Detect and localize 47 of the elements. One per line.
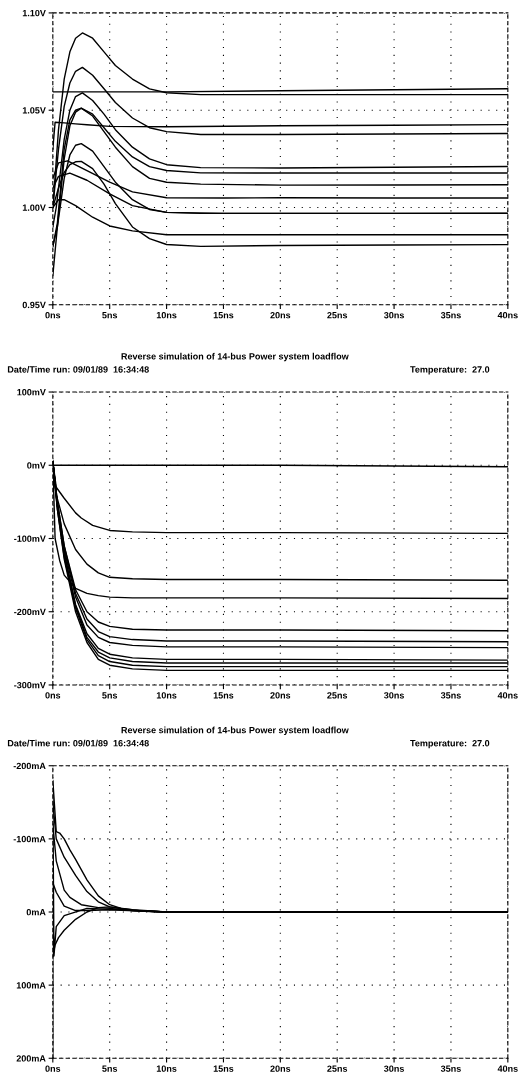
x-tick-label: 15ns xyxy=(213,692,234,699)
y-tick-label: -100mV xyxy=(14,535,46,542)
x-tick-label: 0ns xyxy=(45,311,61,319)
chart-title: Reverse simulation of 14-bus Power system loadflow xyxy=(121,352,349,362)
y-tick-label: -200mA xyxy=(13,762,46,770)
x-tick-label: 35ns xyxy=(440,1065,461,1072)
y-tick-label: 0mA xyxy=(26,908,46,916)
x-tick-label: 10ns xyxy=(156,1065,177,1072)
x-tick-label: 10ns xyxy=(156,692,177,699)
x-tick-label: 25ns xyxy=(327,1065,348,1072)
x-tick-label: 20ns xyxy=(270,311,291,319)
y-tick-label: 100mV xyxy=(17,389,46,396)
y-tick-label: 100mA xyxy=(16,982,46,989)
x-tick-label: 40ns xyxy=(497,311,518,319)
x-tick-label: 35ns xyxy=(440,311,461,319)
text: Temperature: 27.0 xyxy=(410,366,490,375)
x-tick-label: 35ns xyxy=(440,692,461,699)
y-tick-label: 0mV xyxy=(27,462,46,469)
x-tick-label: 25ns xyxy=(327,311,348,319)
x-tick-label: 30ns xyxy=(384,692,404,699)
x-tick-label: 10ns xyxy=(156,311,177,319)
x-tick-label: 40ns xyxy=(497,692,518,699)
x-tick-label: 30ns xyxy=(384,311,404,319)
y-tick-label: 1.10V xyxy=(22,9,46,17)
x-tick-label: 5ns xyxy=(102,312,118,319)
text: Temperature: 27.0 xyxy=(410,740,490,749)
x-tick-label: 20ns xyxy=(270,1065,291,1072)
y-tick-label: -300mV xyxy=(14,681,46,689)
y-tick-label: 1.05V xyxy=(22,107,46,114)
x-tick-label: 0ns xyxy=(45,692,61,699)
x-tick-label: 0ns xyxy=(45,1065,61,1072)
y-tick-label: -100mA xyxy=(13,835,46,843)
x-tick-label: 15ns xyxy=(213,312,234,319)
text: Date/Time run: 09/01/89 16:34:48 xyxy=(7,739,149,747)
y-tick-label: 200mA xyxy=(16,1055,46,1062)
y-tick-label: -200mV xyxy=(14,608,46,616)
x-tick-label: 30ns xyxy=(384,1065,404,1072)
chart-title: Reverse simulation of 14-bus Power system loadflow xyxy=(121,726,349,736)
text: Date/Time run: 09/01/89 16:34:48 xyxy=(7,366,149,373)
x-tick-label: 15ns xyxy=(213,1065,234,1072)
y-tick-label: 0.95V xyxy=(22,301,46,309)
x-tick-label: 5ns xyxy=(102,1065,118,1072)
x-tick-label: 5ns xyxy=(102,692,118,699)
x-tick-label: 20ns xyxy=(270,692,291,699)
x-tick-label: 25ns xyxy=(327,692,348,699)
y-tick-label: 1.00V xyxy=(22,204,46,211)
x-tick-label: 40ns xyxy=(497,1065,518,1072)
